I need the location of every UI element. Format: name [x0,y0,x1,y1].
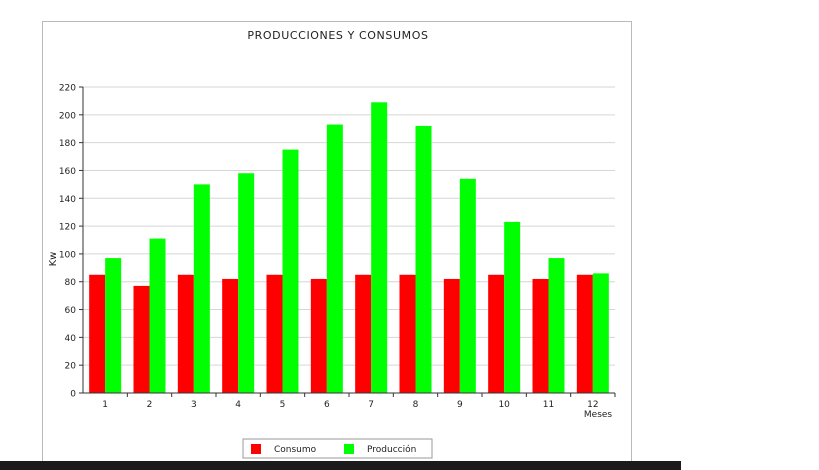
x-tick-label: 11 [543,400,554,410]
bar-produccin-9 [459,178,476,393]
x-tick-label: 7 [368,400,374,410]
bar-produccin-11 [548,258,565,393]
bar-produccin-4 [238,173,255,393]
x-tick-label: 10 [498,400,510,410]
x-tick-label: 3 [191,400,197,410]
legend-box [242,438,433,459]
bar-consumo-9 [443,278,460,393]
x-tick-labels: 1 2 3 4 5 6 7 8 9 10 11 12 [102,400,598,410]
legend-swatch [251,444,261,454]
bar-consumo-6 [310,278,327,393]
y-tick-label: 0 [70,390,76,400]
axes [79,86,616,397]
chart-title: PRODUCCIONES Y CONSUMOS [247,29,428,42]
y-tick-label: 200 [59,111,76,121]
y-tick-labels: 0 20 40 60 80 100 120 140 160 180 200 220 [59,84,76,400]
bar-chart: PRODUCCIONES Y CONSUMOS 0 20 40 60 80 100 120 1… [48,29,616,459]
bar-produccin-12 [592,273,609,393]
bar-produccin-5 [282,149,299,393]
bar-consumo-7 [355,274,372,393]
bar-consumo-2 [133,285,150,393]
bar-produccin-2 [149,238,166,393]
bottom-bar [0,461,681,470]
bar-produccin-7 [371,102,388,394]
y-tick-label: 140 [59,195,76,205]
grid-lines [83,86,615,366]
bar-produccin-3 [193,184,210,393]
y-tick-label: 180 [59,139,76,149]
bar-consumo-10 [488,274,505,393]
y-tick-label: 60 [65,306,77,316]
bar-consumo-12 [576,274,593,393]
y-tick-label: 120 [59,223,76,233]
y-tick-label: 100 [59,250,76,260]
chart-frame: PRODUCCIONES Y CONSUMOS 0 20 40 60 80 100 120 1… [42,21,632,462]
bar-produccin-1 [105,258,122,393]
y-tick-label: 160 [59,167,76,177]
legend-label: Producción [367,444,416,455]
bar-produccin-10 [504,221,521,393]
y-tick-label: 20 [65,362,77,372]
y-tick-label: 80 [65,278,77,288]
bar-consumo-8 [399,274,416,393]
x-axis-label: Meses [584,410,613,420]
x-tick-label: 8 [413,400,419,410]
legend-swatch [344,444,354,454]
bar-consumo-11 [532,278,549,393]
legend-label: Consumo [274,445,317,455]
y-tick-label: 40 [65,334,77,344]
x-tick-label: 2 [147,400,153,410]
bar-produccin-8 [415,125,432,393]
x-tick-label: 5 [280,400,286,410]
bar-consumo-4 [222,278,239,393]
x-tick-label: 12 [587,400,598,410]
x-tick-label: 6 [324,400,330,410]
bar-consumo-5 [266,274,283,393]
y-axis-label: Kw [48,252,59,267]
bars [89,102,609,394]
bar-consumo-1 [89,274,106,393]
bar-produccin-6 [326,124,343,394]
bar-consumo-3 [177,274,194,393]
x-tick-label: 4 [235,400,241,410]
legend: Consumo Producción [242,438,433,459]
y-tick-label: 220 [59,84,76,94]
x-tick-label: 9 [457,400,463,410]
x-tick-label: 1 [102,400,108,410]
